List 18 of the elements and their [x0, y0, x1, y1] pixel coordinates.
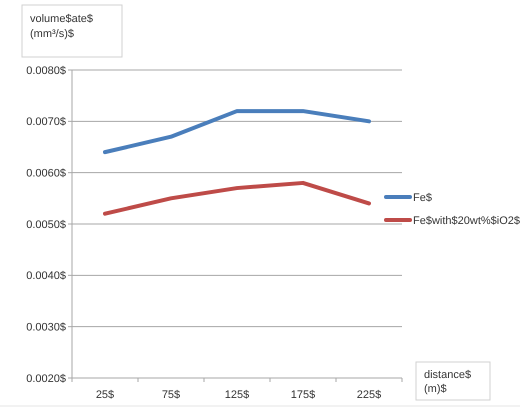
x-axis-title: distance$ (m)$ [424, 369, 472, 395]
line-series [103, 109, 371, 154]
y-tick-label: 0.0020$ [26, 372, 66, 385]
y-axis-title: volume$ate$ (mm³/s)$ [30, 13, 93, 40]
y-tick-label: 0.0040$ [26, 270, 66, 282]
y-tick-label: 0.0030$ [26, 322, 66, 334]
y-tick-label: 0.0060$ [26, 168, 66, 180]
x-tick-label: 175$ [290, 389, 316, 401]
x-tick-label: 125$ [224, 389, 250, 401]
legend-label: Fe$with$20wt%$iO2$ [413, 214, 520, 227]
line-series [103, 180, 371, 216]
x-tick-label: 25$ [96, 389, 114, 401]
y-tick-label: 0.0080$ [26, 64, 66, 77]
x-tick-label: 225$ [356, 389, 382, 401]
y-tick-label: 0.0050$ [26, 218, 66, 231]
legend-label: Fe$ [413, 192, 432, 204]
x-tick-label: 75$ [162, 389, 180, 401]
y-tick-label: 0.0070$ [26, 116, 66, 128]
